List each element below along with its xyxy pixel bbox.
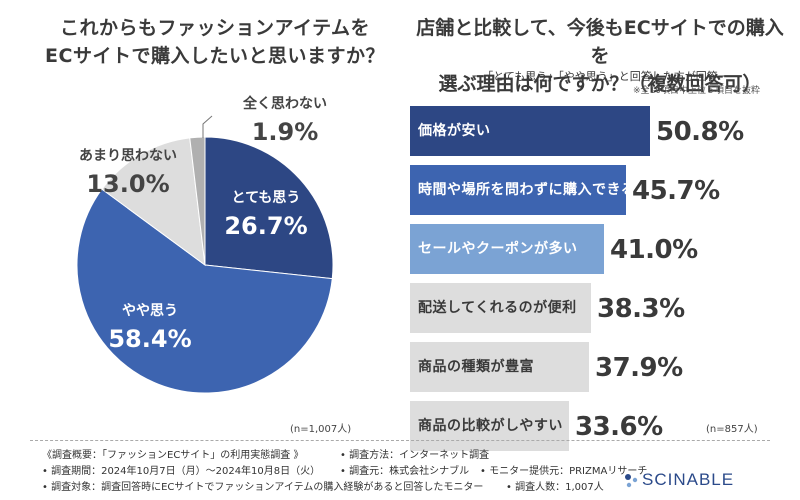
footer-divider: [30, 440, 770, 441]
pie-chart: とても思う 26.7% やや思う 58.4% あまり思わない 13.0% 全く思わない 1.9…: [76, 95, 334, 394]
logo-dots-icon: [625, 474, 638, 488]
pie-slice: [189, 136, 206, 266]
pie-slice: [76, 188, 333, 394]
pie-sample-size: (n=1,007人): [290, 424, 352, 435]
bar-value-label: 50.8%: [656, 117, 744, 147]
bar: [410, 342, 589, 392]
footer-target: • 調査対象：調査回答時にECサイトでファッションアイテムの購入経験があると回答…: [42, 482, 484, 493]
bar-category-label: 配送してくれるのが便利: [418, 300, 577, 316]
footer-overview: 《調査概要：「ファッションECサイト」の利用実態調査 》: [42, 450, 304, 461]
pie-slice-value: 58.4%: [108, 325, 191, 353]
pie-chart-title: これからもファッションアイテムを ECサイトで購入したいと思いますか？: [30, 14, 400, 70]
footer-period: • 調査期間：2024年10月7日（月）〜2024年10月8日（火）: [42, 466, 321, 477]
bar-value-label: 33.6%: [575, 412, 663, 442]
bar: [410, 401, 569, 451]
bar: [410, 165, 626, 215]
bar-category-label: 商品の種類が豊富: [418, 359, 534, 375]
bar-value-label: 37.9%: [595, 353, 683, 383]
bar-category-label: 時間や場所を問わずに購入できる: [418, 182, 636, 198]
bar-category-label: 商品の比較がしやすい: [418, 418, 563, 434]
pie-slice-value: 26.7%: [224, 212, 307, 240]
pie-leader-line: [202, 115, 213, 138]
bar-chart-title: 店舗と比較して、今後もECサイトでの購入を 選ぶ理由は何ですか？（複数回答可）: [410, 14, 790, 98]
bar-chart-note: ※全10項目中上位６項目を抜粋: [633, 86, 760, 96]
pie-slice-label: やや思う: [122, 303, 178, 319]
pie-title-line1: これからもファッションアイテムを: [59, 17, 371, 39]
footer-monitor: • モニター提供元：PRIZMAリサーチ: [480, 466, 648, 477]
pie-title-line2: ECサイトで購入したいと思いますか？: [45, 45, 385, 67]
bar: [410, 224, 604, 274]
pie-slice-label: とても思う: [232, 190, 301, 206]
pie-slice-value: 13.0%: [86, 170, 169, 198]
footer-method: • 調査方法：インターネット調査: [340, 450, 490, 461]
pie-slice: [204, 136, 334, 280]
pie-slice-value: 1.9%: [252, 118, 319, 146]
bar-value-label: 38.3%: [597, 294, 685, 324]
pie-slice-label: 全く思わない: [242, 95, 327, 112]
bar-title-line1: 店舗と比較して、今後もECサイトでの購入を: [416, 17, 784, 67]
bar-chart-subtitle: ー「とても思う」「やや思う」と回答した方が回答ー: [471, 70, 729, 83]
brand-logo: SCINABLE: [642, 470, 735, 489]
bar-category-label: セールやクーポンが多い: [418, 241, 578, 257]
bar-value-label: 41.0%: [610, 235, 698, 265]
bar-title-line2: 選ぶ理由は何ですか？（複数回答可）: [438, 73, 762, 95]
footer-count: • 調査人数：1,007人: [506, 482, 604, 493]
bar-sample-size: (n=857人): [706, 424, 758, 435]
bar-category-label: 価格が安い: [418, 123, 491, 139]
pie-slice-label: あまり思わない: [79, 148, 177, 164]
pie-slice: [101, 137, 206, 267]
bar: [410, 106, 650, 156]
footer-source: • 調査元：株式会社シナブル: [340, 466, 470, 477]
bar: [410, 283, 591, 333]
bar-value-label: 45.7%: [632, 176, 720, 206]
